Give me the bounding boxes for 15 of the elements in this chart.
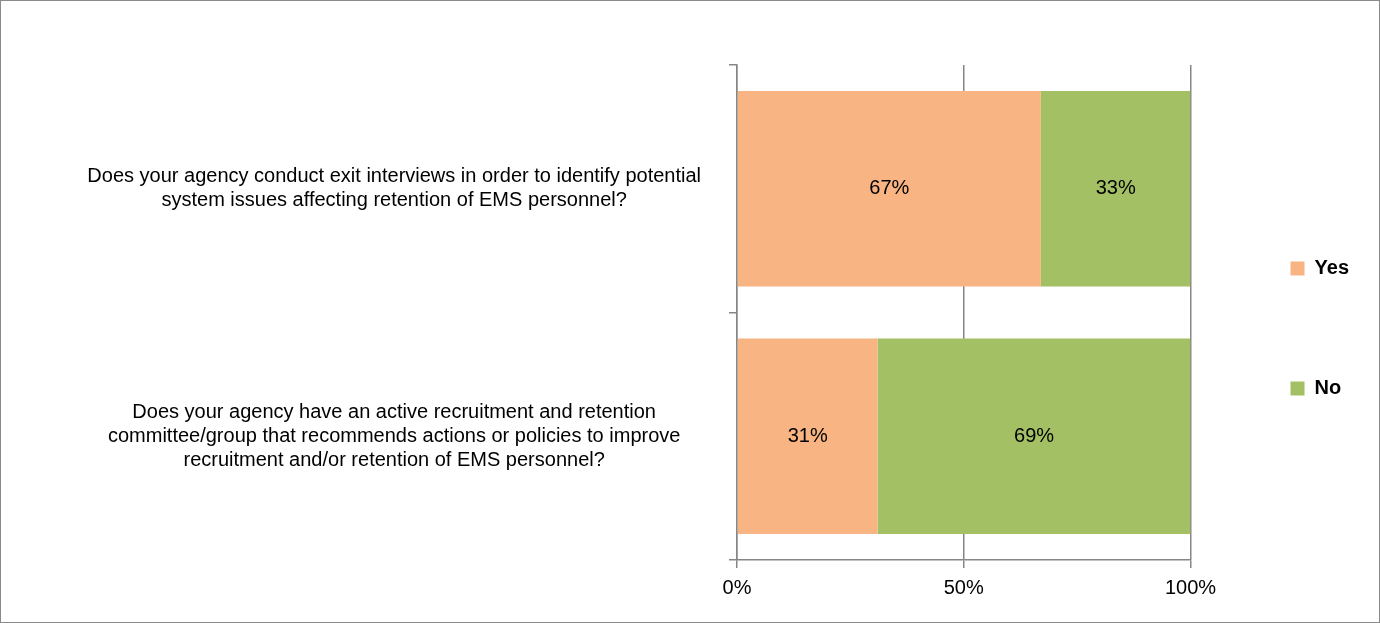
bar [737,90,1041,287]
x-tick-label: 50% [943,575,984,598]
text: 69% [1014,423,1055,446]
legend-label: Yes [1314,256,1349,279]
text: 67% [869,176,910,199]
y-tick-label: Does your agency conduct exit interviews in order to identify potential system issues affecting retention of EMS personnel? [87,164,701,211]
text: 33% [1095,176,1136,199]
legend-label: No [1314,376,1342,399]
y-tick-label: Does your agency have an active recruitment and retention committee/group that recommends actions or policies to improve recruitment and/or retention of EMS personnel? [107,399,681,470]
x-tick-label: 0% [722,575,752,598]
bar [1040,90,1191,287]
x-tick-label: 100% [1164,575,1217,598]
bar [737,338,878,535]
text: 31% [787,423,828,446]
bar [877,338,1191,535]
